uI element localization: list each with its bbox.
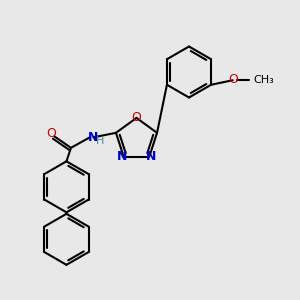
Text: O: O xyxy=(46,127,56,140)
Text: H: H xyxy=(96,136,104,146)
Text: O: O xyxy=(228,73,238,86)
Text: N: N xyxy=(88,131,98,144)
Text: N: N xyxy=(146,151,156,164)
Text: O: O xyxy=(132,111,141,124)
Text: CH₃: CH₃ xyxy=(254,75,274,85)
Text: N: N xyxy=(117,151,128,164)
